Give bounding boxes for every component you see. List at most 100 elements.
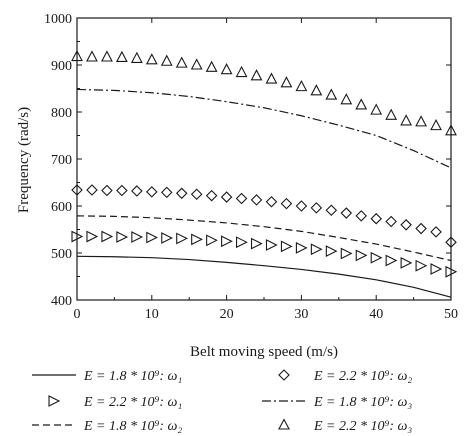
data-point bbox=[236, 236, 248, 249]
data-point bbox=[415, 222, 427, 235]
legend-marker-sample bbox=[48, 395, 61, 407]
data-point bbox=[280, 76, 293, 88]
x-tick-label: 10 bbox=[145, 307, 159, 322]
data-point bbox=[355, 210, 368, 222]
data-point bbox=[116, 184, 128, 197]
y-tick-label: 1000 bbox=[44, 12, 72, 27]
data-point bbox=[385, 215, 397, 228]
series-6 bbox=[71, 49, 457, 136]
data-point bbox=[310, 84, 323, 96]
data-point bbox=[325, 88, 338, 100]
data-point bbox=[160, 186, 173, 199]
data-point bbox=[310, 243, 323, 256]
data-point bbox=[400, 256, 413, 269]
data-point bbox=[101, 184, 113, 197]
legend-marker-sample bbox=[278, 369, 290, 381]
series-4 bbox=[71, 184, 457, 248]
data-point bbox=[295, 200, 308, 212]
data-point bbox=[325, 245, 338, 258]
data-point bbox=[131, 231, 144, 243]
data-point bbox=[86, 230, 99, 243]
data-point bbox=[190, 58, 203, 70]
y-axis-title: Frequency (rad/s) bbox=[16, 107, 32, 213]
data-point bbox=[206, 234, 218, 247]
data-point bbox=[146, 186, 158, 198]
data-point bbox=[415, 115, 427, 127]
data-point bbox=[205, 60, 218, 72]
legend-item: E = 2.2 * 10⁹: ω₃ bbox=[278, 418, 412, 434]
data-point bbox=[101, 50, 113, 62]
data-point bbox=[295, 79, 308, 92]
data-point bbox=[235, 65, 248, 78]
y-tick-label: 400 bbox=[51, 294, 72, 309]
series-2 bbox=[71, 230, 458, 278]
data-point bbox=[415, 259, 428, 272]
data-point bbox=[355, 249, 368, 262]
data-point bbox=[370, 103, 383, 115]
series-1 bbox=[76, 255, 452, 298]
data-point bbox=[175, 187, 188, 200]
x-tick-label: 50 bbox=[444, 307, 458, 322]
series-line bbox=[76, 255, 452, 298]
legend-item: E = 1.8 * 10⁹: ω₃ bbox=[262, 395, 412, 410]
data-point bbox=[310, 202, 323, 214]
data-point bbox=[190, 188, 203, 201]
legend-item: E = 2.2 * 10⁹: ω₂ bbox=[278, 369, 412, 384]
data-point bbox=[220, 63, 233, 75]
series-3 bbox=[76, 215, 452, 262]
data-point bbox=[385, 254, 398, 267]
legend-item: E = 1.8 * 10⁹: ω₁ bbox=[32, 369, 182, 384]
data-point bbox=[131, 185, 143, 197]
data-point bbox=[385, 108, 398, 120]
legend-label: E = 2.2 * 10⁹: ω₃ bbox=[313, 419, 412, 434]
legend: E = 1.8 * 10⁹: ω₁ E = 2.2 * 10⁹: ω₂ E = 2.… bbox=[32, 369, 412, 434]
data-point bbox=[430, 263, 443, 275]
data-point bbox=[265, 72, 278, 84]
data-point bbox=[250, 194, 263, 206]
data-point bbox=[400, 114, 413, 126]
data-point bbox=[295, 241, 308, 254]
data-point bbox=[160, 54, 173, 66]
data-point bbox=[265, 195, 278, 208]
data-point bbox=[191, 233, 203, 246]
x-tick-label: 0 bbox=[74, 307, 81, 322]
y-tick-label: 700 bbox=[51, 153, 72, 168]
data-point bbox=[220, 191, 233, 203]
data-point bbox=[86, 50, 98, 62]
y-tick-label: 900 bbox=[51, 59, 72, 74]
data-point bbox=[145, 53, 158, 65]
legend-marker-sample bbox=[278, 418, 290, 430]
legend-label: E = 1.8 * 10⁹: ω₂ bbox=[83, 419, 182, 434]
data-point bbox=[340, 93, 353, 105]
data-point bbox=[221, 235, 233, 248]
data-point bbox=[115, 50, 128, 63]
data-point bbox=[116, 231, 129, 243]
data-point bbox=[430, 118, 442, 131]
y-tick-label: 600 bbox=[51, 200, 72, 215]
legend-label: E = 1.8 * 10⁹: ω₃ bbox=[313, 395, 412, 410]
data-point bbox=[370, 251, 383, 264]
plot-area bbox=[71, 49, 458, 298]
series-line bbox=[76, 88, 452, 169]
data-point bbox=[280, 197, 293, 210]
data-point bbox=[355, 98, 368, 110]
data-point bbox=[400, 219, 412, 231]
data-point bbox=[340, 207, 353, 219]
data-point bbox=[146, 231, 159, 244]
y-tick-label: 500 bbox=[51, 247, 72, 262]
data-point bbox=[101, 230, 114, 243]
series-line bbox=[76, 215, 452, 262]
data-point bbox=[430, 226, 442, 238]
data-point bbox=[130, 51, 143, 63]
legend-label: E = 1.8 * 10⁹: ω₁ bbox=[83, 369, 182, 384]
data-point bbox=[250, 69, 263, 81]
data-point bbox=[340, 247, 353, 260]
data-point bbox=[161, 232, 173, 244]
legend-item: E = 2.2 * 10⁹: ω₁ bbox=[48, 395, 182, 410]
data-point bbox=[280, 240, 293, 253]
axes: 0 10 20 30 40 50 400 500 600 700 800 900 1000 bbox=[44, 12, 458, 322]
data-point bbox=[265, 239, 278, 251]
x-tick-label: 40 bbox=[369, 307, 383, 322]
data-point bbox=[86, 184, 98, 196]
